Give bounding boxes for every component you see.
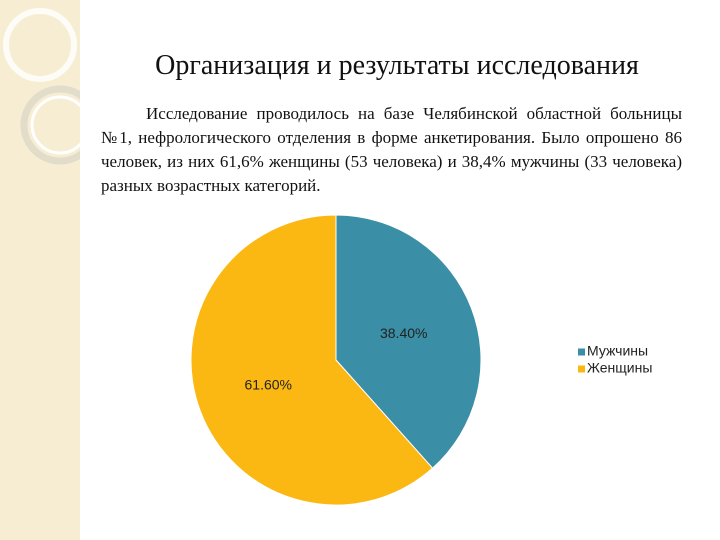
pie-slice [190,214,434,506]
decor [3,8,80,165]
legend-label: Женщины [587,360,652,376]
legend-label: Мужчины [587,343,648,359]
decor-strip [0,0,80,540]
slide-title: Организация и результаты исследования [155,50,639,81]
data-label: 61.60% [245,377,292,393]
legend-swatch [578,348,585,356]
legend-swatch [578,365,585,373]
data-label: 38.40% [380,325,427,341]
paragraph: Исследование проводилось на базе Челябин… [101,104,682,195]
pie-slice [335,214,482,469]
